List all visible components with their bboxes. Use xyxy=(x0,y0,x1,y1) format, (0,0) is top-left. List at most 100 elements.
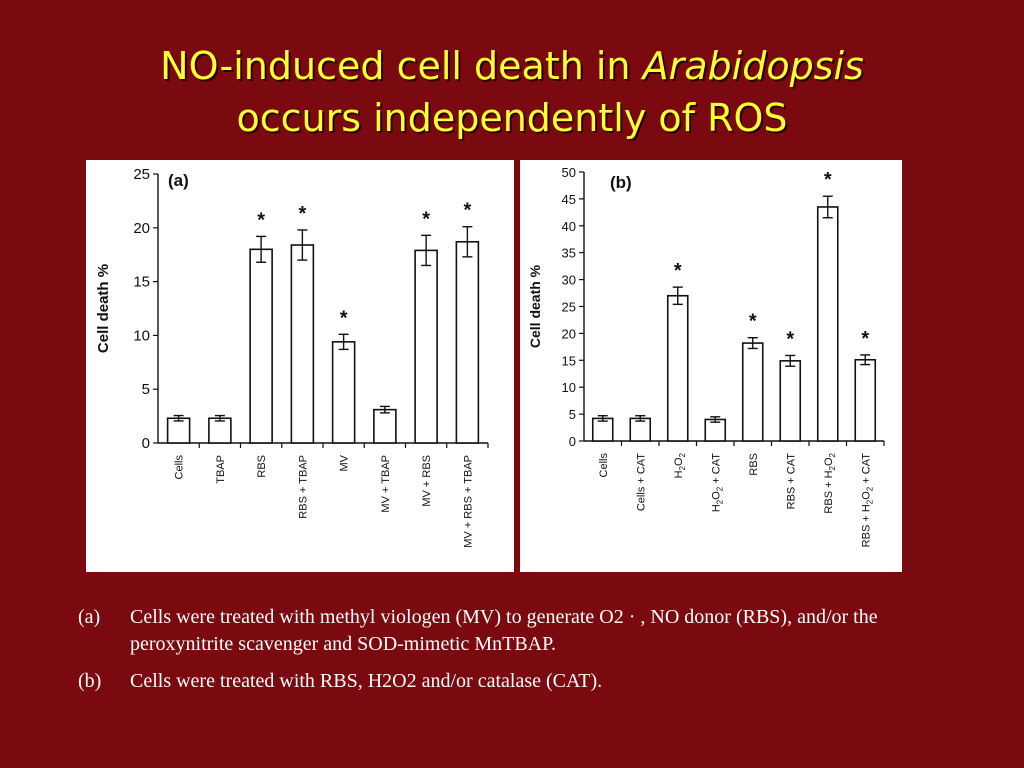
chart-a-y-tick-label: 0 xyxy=(142,435,150,452)
chart-b-bar xyxy=(779,360,802,442)
chart-a-bar xyxy=(290,244,315,444)
chart-a-y-tick-label: 5 xyxy=(142,381,150,398)
chart-b-category-label-part: 2 xyxy=(715,486,724,491)
chart-a-category-label-part: TBAP xyxy=(215,455,227,484)
chart-b-y-tick-label: 40 xyxy=(562,219,576,234)
chart-b-y-tick-label: 0 xyxy=(569,434,576,449)
chart-b-category-label: Cells + CAT xyxy=(635,453,647,511)
chart-b-category-label-part: H xyxy=(673,470,685,478)
chart-b-significance-marker: * xyxy=(824,169,832,191)
chart-a-significance-marker: * xyxy=(422,208,430,230)
chart-b-y-tick-label: 5 xyxy=(569,407,576,422)
chart-b-y-tick-label: 10 xyxy=(562,380,576,395)
chart-b-bar xyxy=(854,358,877,442)
chart-b-y-tick-label: 35 xyxy=(562,246,576,261)
chart-b-significance-marker: * xyxy=(749,311,757,333)
chart-a-panel-label: (a) xyxy=(168,171,189,190)
chart-b-category-label-part: 2 xyxy=(678,465,687,470)
chart-b-bar xyxy=(666,294,689,442)
title-line-1-text: NO-induced cell death in xyxy=(160,44,643,88)
chart-b-category-label: Cells xyxy=(598,453,610,478)
chart-a-significance-marker: * xyxy=(463,200,471,222)
chart-b-category-label-part: 2 xyxy=(865,486,874,491)
title-line-1: NO-induced cell death in Arabidopsis xyxy=(0,40,1024,92)
chart-b-category-label: RBS xyxy=(748,453,760,476)
chart-b-y-tick-label: 20 xyxy=(562,326,576,341)
chart-b-y-tick-label: 30 xyxy=(562,273,576,288)
chart-b-category-label-part: O xyxy=(860,491,872,500)
title-line-2: occurs independently of ROS xyxy=(236,96,788,140)
captions: (a) Cells were treated with methyl violo… xyxy=(78,604,958,705)
chart-b-category-label-part: 2 xyxy=(865,499,874,504)
chart-a-y-axis-label: Cell death % xyxy=(95,264,112,353)
chart-b-y-tick-label: 50 xyxy=(562,165,576,180)
chart-b-category-label: H2O2 + CAT xyxy=(710,453,724,512)
chart-a-bar xyxy=(455,240,480,444)
chart-b-y-tick-label: 25 xyxy=(562,300,576,315)
chart-a-category-label: MV xyxy=(339,454,351,471)
chart-b-category-label-part: O xyxy=(710,491,722,500)
chart-a-category-label-part: MV xyxy=(339,454,351,471)
chart-b-category-label-part: RBS + H xyxy=(860,504,872,547)
chart-a-category-label-part: RBS + TBAP xyxy=(297,455,309,519)
chart-a-y-tick-label: 15 xyxy=(133,274,150,291)
chart-a-significance-marker: * xyxy=(340,307,348,329)
chart-b-category-label-part: Cells xyxy=(598,453,610,478)
title-italic-word: Arabidopsis xyxy=(642,44,864,88)
chart-b-category-label-part: 2 xyxy=(715,499,724,504)
chart-b-category-label-part: O xyxy=(823,457,835,466)
chart-b-category-label: H2O2 xyxy=(673,452,687,478)
chart-b-svg: 0 5 10 15 20 25 30 35 40 45 50 Cell death % (b) Cells… xyxy=(527,165,885,548)
caption-b-text: Cells were treated with RBS, H2O2 and/or… xyxy=(130,670,603,692)
chart-a-significance-marker: * xyxy=(298,203,306,225)
chart-b-category-label: RBS + H2O2 + CAT xyxy=(860,453,874,548)
chart-a-category-label-part: MV + TBAP xyxy=(380,455,392,513)
caption-a: (a) Cells were treated with methyl violo… xyxy=(78,604,958,658)
caption-b: (b) Cells were treated with RBS, H2O2 an… xyxy=(78,668,958,695)
chart-a-category-label: RBS xyxy=(256,455,268,478)
chart-a-bar xyxy=(373,408,397,444)
chart-b-y-tick-label: 45 xyxy=(562,192,576,207)
chart-a-category-label: MV + TBAP xyxy=(380,455,392,513)
slide-title: NO-induced cell death in Arabidopsis occ… xyxy=(0,40,1024,144)
chart-b-category-label-part: Cells + CAT xyxy=(635,453,647,511)
chart-b-significance-marker: * xyxy=(674,260,682,282)
chart-a-bar xyxy=(208,417,232,444)
chart-b-category-label-part: 2 xyxy=(678,452,687,457)
chart-a-bar xyxy=(249,248,273,444)
chart-b-bar xyxy=(816,206,839,442)
chart-a-bar xyxy=(414,249,438,444)
chart-panel-a: 0 5 10 15 20 25 Cell death % (a) Cells TBAP * RBS * R… xyxy=(86,160,514,572)
chart-b-category-label-part: RBS + H xyxy=(823,470,835,513)
chart-b-category-label-part: 2 xyxy=(828,465,837,470)
chart-a-y-tick-label: 20 xyxy=(133,220,150,237)
chart-b-significance-marker: * xyxy=(861,328,869,350)
chart-a-significance-marker: * xyxy=(257,209,265,231)
chart-a-category-label-part: Cells xyxy=(174,455,186,480)
chart-a-category-label: MV + RBS + TBAP xyxy=(462,455,474,548)
chart-b-category-label-part: + CAT xyxy=(710,453,722,487)
chart-a-svg: 0 5 10 15 20 25 Cell death % (a) Cells TBAP * RBS * R… xyxy=(95,166,489,548)
chart-b-category-label-part: O xyxy=(673,457,685,466)
chart-b-y-axis-label: Cell death % xyxy=(527,264,543,348)
chart-a-y-tick-label: 10 xyxy=(133,327,150,344)
chart-panel-b: 0 5 10 15 20 25 30 35 40 45 50 Cell death % (b) Cells… xyxy=(520,160,902,572)
chart-b-category-label: RBS + CAT xyxy=(785,453,797,510)
chart-b-category-label: RBS + H2O2 xyxy=(823,452,837,513)
caption-a-label: (a) xyxy=(78,606,101,628)
chart-a-category-label: Cells xyxy=(174,455,186,480)
chart-b-category-label-part: H xyxy=(710,504,722,512)
chart-a-category-label: TBAP xyxy=(215,455,227,484)
chart-a-category-label: MV + RBS xyxy=(421,455,433,507)
chart-a-bar xyxy=(166,417,191,444)
chart-b-category-label-part: RBS xyxy=(748,453,760,476)
chart-b-category-label-part: 2 xyxy=(828,452,837,457)
chart-a-category-label-part: RBS xyxy=(256,455,268,478)
chart-a-category-label-part: MV + RBS + TBAP xyxy=(462,455,474,548)
chart-b-bar xyxy=(741,342,764,442)
chart-b-significance-marker: * xyxy=(786,328,794,350)
chart-b-panel-label: (b) xyxy=(610,173,632,192)
caption-b-label: (b) xyxy=(78,670,102,692)
chart-b-category-label-part: RBS + CAT xyxy=(785,453,797,510)
chart-a-bar xyxy=(331,341,356,444)
